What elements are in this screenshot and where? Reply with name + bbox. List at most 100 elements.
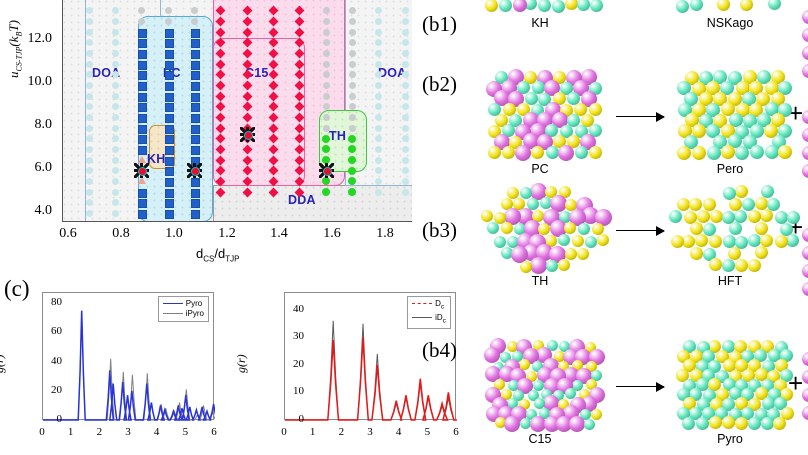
atom-sphere	[558, 234, 571, 247]
phase-marker-pc	[191, 177, 201, 187]
atom-sphere	[706, 145, 721, 160]
atom-sphere	[735, 396, 749, 410]
region-label-th: TH	[329, 129, 347, 143]
phase-marker-dda	[375, 209, 383, 217]
atom-sphere	[720, 80, 735, 95]
phase-marker-doa	[85, 177, 93, 185]
phase-marker-th	[322, 156, 331, 165]
gr-curve-pyro	[43, 310, 215, 421]
structure-name-th: TH	[531, 274, 549, 288]
phase-marker-doa	[85, 7, 93, 15]
atom-sphere	[557, 259, 570, 272]
phase-marker-doa	[375, 156, 383, 164]
phase-marker-pc	[164, 188, 174, 198]
phase-marker-dda	[217, 199, 225, 207]
atom-sphere	[727, 70, 742, 85]
phase-marker-pc	[164, 103, 174, 113]
phase-marker-dda	[296, 209, 304, 217]
atom-sphere	[493, 90, 510, 107]
atom-sphere	[690, 247, 704, 261]
phase-marker-pc	[164, 145, 174, 155]
phase-marker-doa	[401, 167, 409, 175]
phase-marker-pc	[138, 145, 148, 155]
phase-marker-pc	[138, 60, 148, 70]
gr-dc-frame: Dc iDc	[284, 292, 457, 421]
atom-sphere	[763, 123, 778, 138]
atom-sphere	[494, 211, 507, 224]
gr-dc-legend: Dc iDc	[407, 296, 451, 330]
atom-sphere	[754, 387, 768, 401]
phase-marker-gray	[348, 28, 356, 36]
atom-sphere	[519, 398, 531, 410]
atom-sphere	[551, 112, 568, 129]
phase-marker-th	[348, 134, 357, 143]
atom-sphere	[572, 360, 584, 372]
atom-sphere	[503, 208, 521, 226]
phase-marker-pc	[191, 145, 201, 155]
phase-marker-doa	[375, 81, 383, 89]
region-label-c15: C15	[245, 66, 269, 80]
atom-sphere	[722, 234, 736, 248]
phase-marker-doa	[85, 39, 93, 47]
phase-marker-th	[348, 156, 357, 165]
x-tick-06: 0.6	[59, 226, 77, 241]
atom-sphere	[511, 245, 529, 263]
atom-sphere	[519, 418, 531, 430]
phase-marker-th	[322, 177, 331, 186]
x-tick-18: 1.8	[376, 226, 394, 241]
gr-ytick: 20	[51, 383, 62, 396]
atom-sphere	[722, 258, 736, 272]
gr-ytick: 80	[51, 296, 62, 309]
atom-sphere-fragment	[802, 264, 808, 278]
atom-sphere	[735, 416, 749, 430]
phase-marker-gray	[348, 124, 356, 132]
phase-marker-doa	[112, 156, 120, 164]
star-marker-kh	[134, 163, 150, 179]
atom-sphere	[550, 195, 568, 213]
phase-marker-gray	[191, 7, 199, 15]
atom-sphere	[483, 347, 500, 364]
region-label-doa-right: DOA	[378, 66, 407, 80]
phase-marker-doa	[401, 17, 409, 25]
atom-sphere	[749, 80, 764, 95]
phase-marker-doa	[375, 145, 383, 153]
phase-marker-pc	[138, 113, 148, 123]
atom-sphere-fragment	[802, 46, 808, 60]
atom-sphere	[533, 380, 545, 392]
atom-sphere	[676, 198, 690, 212]
region-c15-lower	[213, 38, 305, 186]
region-pc	[138, 16, 213, 221]
phase-marker-gray	[138, 7, 146, 15]
atom-sphere	[702, 222, 716, 236]
atom-sphere	[764, 80, 779, 95]
atom-sphere	[720, 102, 735, 117]
phase-marker-pc	[164, 135, 174, 145]
phase-marker-gray	[322, 17, 330, 25]
atom-sphere	[715, 387, 729, 401]
gr-pyro-y-label: g(r)	[0, 354, 6, 373]
atom-sphere	[778, 123, 793, 138]
phase-marker-doa	[85, 81, 93, 89]
structure-image-kh	[480, 0, 610, 14]
atom-sphere	[747, 258, 761, 272]
atom-sphere	[545, 146, 559, 160]
phase-marker-doa	[375, 177, 383, 185]
gr-xtick: 0	[281, 426, 287, 438]
legend-line-pyro	[162, 303, 183, 305]
phase-marker-doa	[375, 17, 383, 25]
atom-sphere	[513, 0, 528, 12]
atom-sphere	[721, 211, 735, 225]
atom-sphere	[708, 339, 722, 353]
x-tick-10: 1.0	[165, 226, 183, 241]
atom-sphere	[526, 409, 538, 421]
phase-marker-doa	[85, 124, 93, 132]
phase-marker-pc	[164, 167, 174, 177]
phase-marker-th	[322, 134, 331, 143]
atom-sphere	[574, 102, 588, 116]
gr-xtick: 2	[338, 426, 345, 438]
atom-sphere	[676, 0, 690, 13]
atom-sphere	[778, 145, 793, 160]
phase-marker-doa	[112, 113, 120, 121]
atom-sphere	[558, 398, 570, 410]
